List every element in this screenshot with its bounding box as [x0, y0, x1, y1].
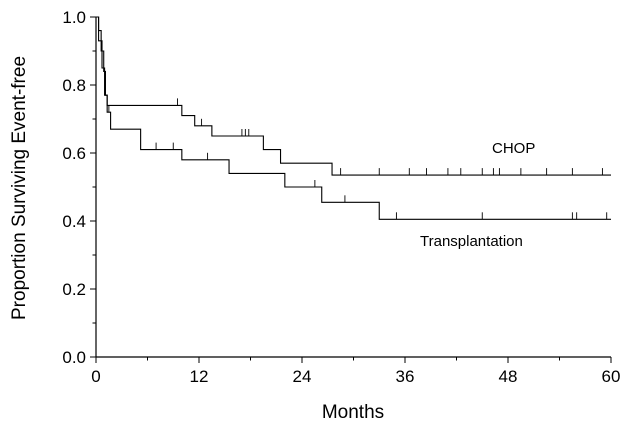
x-tick-label: 12: [190, 367, 209, 386]
y-tick-label: 0.8: [62, 76, 86, 95]
chop-series-line: [96, 16, 611, 176]
x-tick-label: 60: [602, 367, 621, 386]
x-tick-label: 48: [499, 367, 518, 386]
y-axis-title: Proportion Surviving Event-free: [9, 56, 30, 320]
x-tick-label: 24: [293, 367, 312, 386]
y-tick-label: 0.4: [62, 212, 86, 231]
x-axis-title: Months: [322, 402, 384, 423]
x-tick-label: 0: [91, 367, 100, 386]
chop-label: CHOP: [492, 140, 535, 157]
y-tick-label: 0.6: [62, 144, 86, 163]
series-group: [96, 16, 611, 220]
x-axis: 0 12 24 36 48 60 Months: [91, 356, 621, 423]
transplantation-series-line: [96, 16, 611, 220]
x-tick-label: 36: [396, 367, 415, 386]
y-axis: 0.0 0.2 0.4 0.6 0.8 1.0 Proportion Surviving …: [9, 8, 97, 367]
y-tick-label: 0.0: [62, 348, 86, 367]
y-tick-label: 1.0: [62, 8, 86, 27]
transplantation-label: Transplantation: [420, 233, 523, 250]
y-tick-label: 0.2: [62, 280, 86, 299]
